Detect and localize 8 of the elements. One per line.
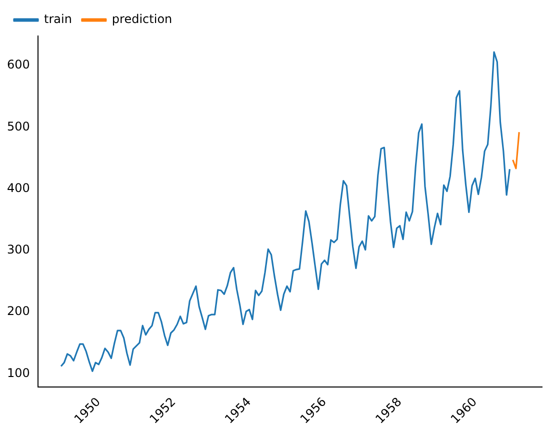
y-tick-label: 200 [7, 304, 30, 318]
y-tick-label: 300 [7, 242, 30, 257]
y-tick-label: 600 [7, 58, 30, 72]
legend-label: prediction [112, 12, 172, 26]
legend-label: train [44, 12, 72, 26]
y-tick-label: 400 [7, 180, 30, 195]
y-tick-label: 500 [7, 119, 30, 134]
y-tick-label: 100 [7, 366, 30, 380]
